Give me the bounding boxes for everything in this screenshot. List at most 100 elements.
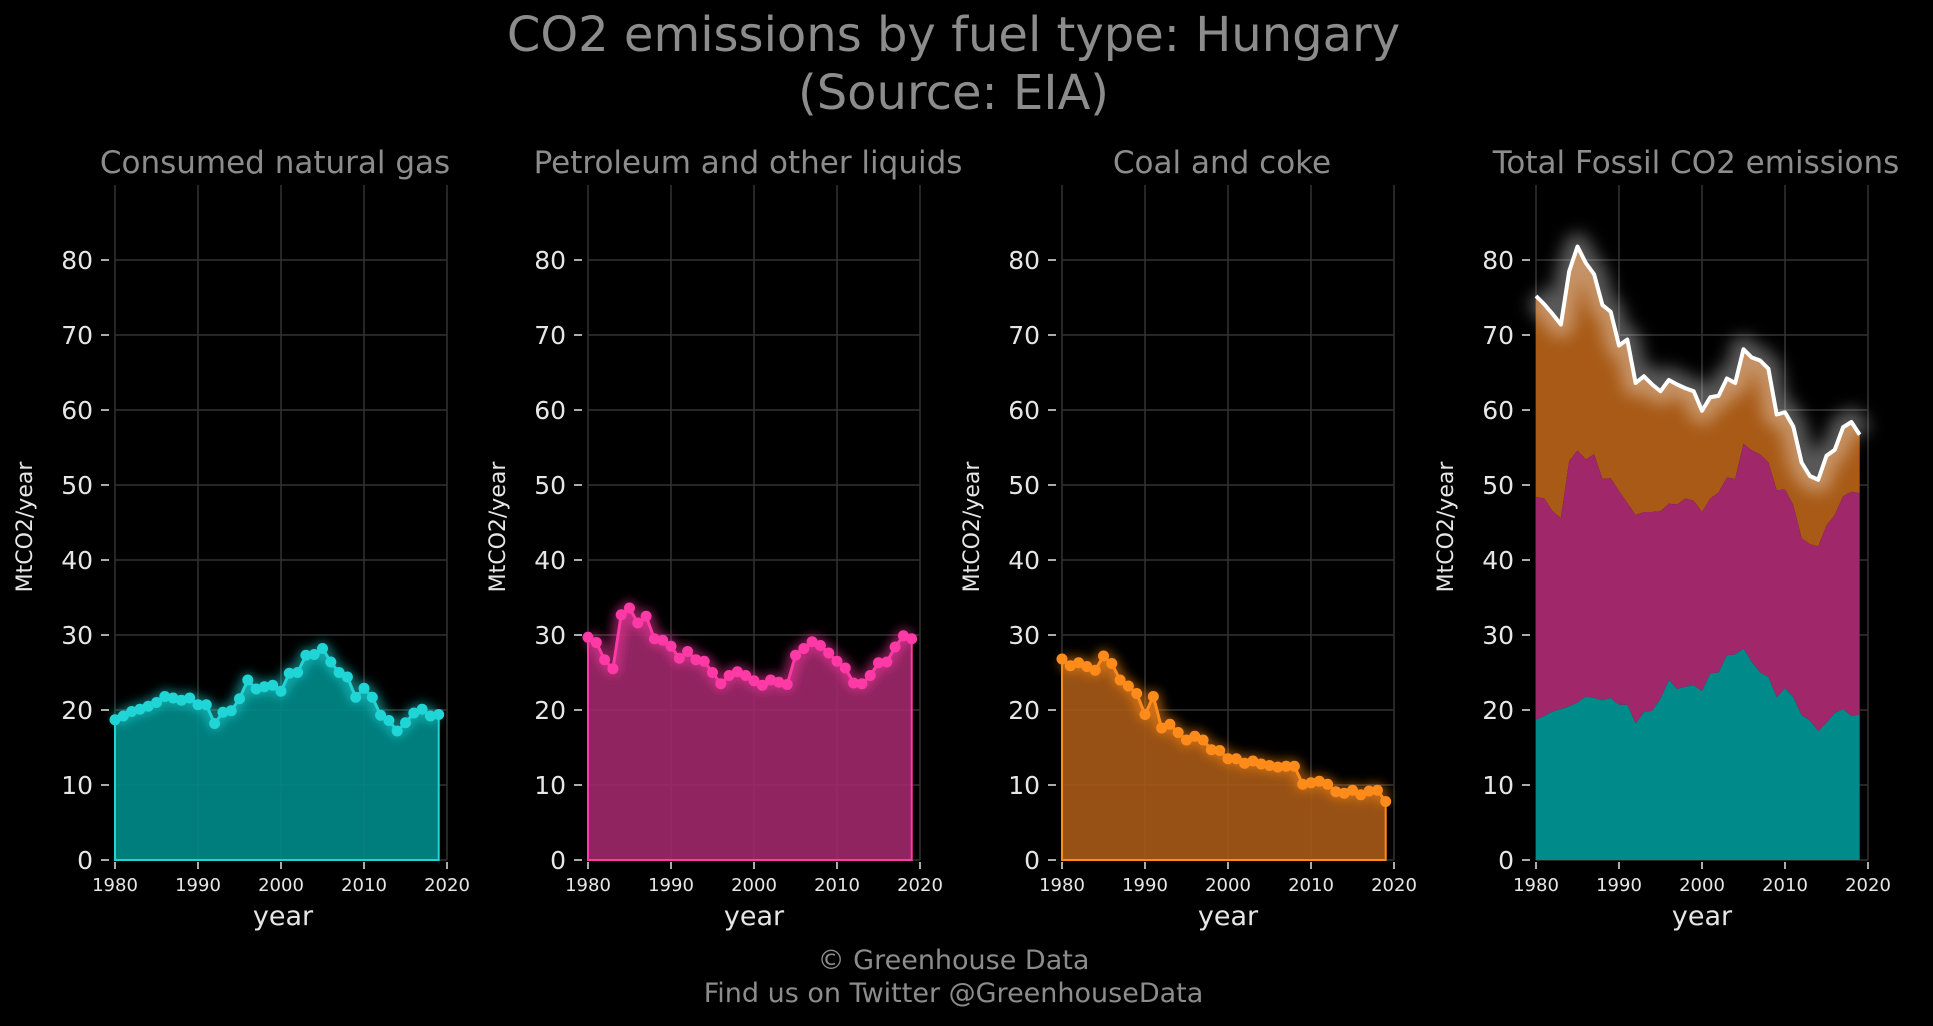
- data-point: [839, 662, 851, 674]
- x-tick-label: 2010: [1762, 875, 1808, 896]
- data-point: [781, 679, 793, 690]
- data-point: [1280, 760, 1292, 772]
- data-point: [350, 691, 362, 703]
- data-point: [192, 699, 204, 711]
- data-point: [151, 697, 162, 708]
- data-point: [242, 674, 254, 686]
- y-tick-label: 50: [1008, 471, 1040, 500]
- y-tick-label: 10: [534, 771, 566, 800]
- data-point: [856, 678, 868, 690]
- data-point: [117, 710, 129, 722]
- data-point: [765, 674, 777, 686]
- data-point: [200, 699, 212, 711]
- y-tick-label: 20: [534, 696, 566, 725]
- chart-panel-4: 0 10 20 30 40 50 60 70 80 1980 1990 2000 2010 2020 Tot…: [1434, 145, 1899, 932]
- data-point: [134, 703, 146, 715]
- x-tick-label: 2000: [1205, 875, 1251, 896]
- data-point: [408, 707, 420, 719]
- y-tick-label: 60: [534, 396, 566, 425]
- data-point: [1122, 680, 1134, 692]
- data-point: [1106, 658, 1118, 669]
- y-tick-label: 60: [61, 396, 93, 425]
- data-point: [640, 610, 652, 622]
- y-tick-label: 30: [1008, 621, 1040, 650]
- data-point: [1239, 757, 1251, 769]
- data-point: [225, 705, 237, 717]
- panel-title: Total Fossil CO2 emissions: [1492, 145, 1900, 181]
- data-point: [906, 633, 918, 645]
- x-tick-label: 2020: [897, 875, 943, 896]
- data-point: [1330, 786, 1342, 798]
- data-point: [599, 654, 611, 666]
- data-point: [864, 670, 876, 681]
- data-point: [806, 636, 818, 648]
- y-tick-label: 60: [1482, 396, 1514, 425]
- data-point: [814, 640, 826, 651]
- x-axis-label: year: [1198, 901, 1259, 932]
- y-tick-label: 20: [61, 696, 93, 725]
- data-point: [1255, 758, 1267, 770]
- series-line: [1061, 654, 1387, 803]
- data-point: [1230, 753, 1242, 765]
- chart-panel-3: 0 10 20 30 40 50 60 70 80 1980 1990 2000 2010 2020 Coa…: [960, 145, 1417, 932]
- data-point: [433, 709, 445, 720]
- data-point: [391, 725, 403, 737]
- x-tick-label: 1990: [175, 875, 221, 896]
- data-point: [698, 655, 710, 667]
- data-point: [366, 691, 378, 703]
- stack-band-coal: [1536, 246, 1860, 547]
- y-tick-label: 50: [534, 471, 566, 500]
- title-line-1: CO2 emissions by fuel type: Hungary: [506, 7, 1401, 63]
- data-point: [624, 602, 635, 614]
- data-point: [1156, 722, 1168, 734]
- x-tick-label: 1980: [1513, 875, 1559, 896]
- data-point: [1172, 727, 1184, 738]
- data-point: [615, 609, 627, 621]
- panel-title: Petroleum and other liquids: [534, 145, 963, 181]
- data-point: [142, 700, 154, 712]
- y-tick-label: 30: [534, 621, 566, 650]
- data-point: [748, 675, 760, 687]
- title-line-2: (Source: EIA): [797, 65, 1110, 121]
- x-axis-label: year: [1672, 901, 1733, 932]
- total-line: [1534, 244, 1862, 482]
- stack-band-gas: [1536, 648, 1860, 860]
- x-tick-label: 2020: [1371, 875, 1417, 896]
- data-point: [1313, 775, 1325, 787]
- data-point: [1131, 688, 1143, 699]
- data-point: [209, 718, 221, 729]
- y-tick-label: 30: [1482, 621, 1514, 650]
- y-tick-label: 40: [534, 546, 566, 575]
- data-point: [848, 677, 860, 689]
- x-tick-label: 1980: [1039, 875, 1085, 896]
- data-point: [1305, 777, 1317, 789]
- data-point: [1205, 744, 1217, 756]
- data-point: [1189, 730, 1201, 742]
- data-point: [1288, 760, 1300, 772]
- data-point: [881, 656, 893, 668]
- data-point: [1098, 650, 1109, 662]
- data-point: [1197, 734, 1209, 746]
- y-tick-label: 70: [1482, 321, 1514, 350]
- data-point: [308, 649, 320, 660]
- data-point: [375, 709, 387, 721]
- data-point: [897, 630, 909, 642]
- data-point: [1322, 778, 1334, 790]
- y-tick-label: 50: [61, 471, 93, 500]
- footer: © Greenhouse Data Find us on Twitter @Gr…: [0, 944, 1907, 1010]
- data-point: [275, 685, 287, 697]
- data-point: [1073, 657, 1085, 669]
- data-point: [707, 667, 718, 678]
- data-point: [1371, 784, 1383, 796]
- data-point: [1214, 745, 1226, 756]
- data-point: [607, 663, 619, 675]
- y-tick-label: 0: [1498, 846, 1514, 875]
- data-point: [590, 637, 602, 648]
- chart-panel-1: 0 10 20 30 40 50 60 70 80 1980 1990 2000 2010 2020 Con…: [13, 145, 470, 932]
- data-point: [873, 657, 884, 669]
- data-point: [292, 667, 304, 678]
- x-axis-label: year: [253, 901, 314, 932]
- y-axis-label: MtCO2/year: [486, 461, 511, 593]
- y-axis-label: MtCO2/year: [960, 461, 985, 593]
- y-axis-label: MtCO2/year: [1434, 461, 1459, 593]
